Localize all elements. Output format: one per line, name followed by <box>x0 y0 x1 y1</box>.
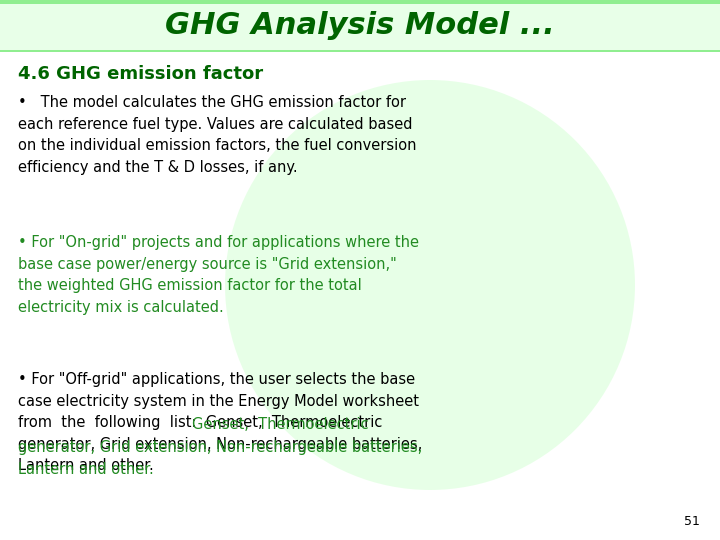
Text: generator, Grid extension, Non-rechargeable batteries,: generator, Grid extension, Non-rechargea… <box>18 440 422 455</box>
FancyBboxPatch shape <box>0 50 720 52</box>
Text: Genset,  Thermoelectric: Genset, Thermoelectric <box>192 417 369 432</box>
Text: Lantern and other.: Lantern and other. <box>18 462 154 477</box>
Text: 51: 51 <box>684 515 700 528</box>
Circle shape <box>225 80 635 490</box>
FancyBboxPatch shape <box>0 0 720 4</box>
Text: • For "On-grid" projects and for applications where the
base case power/energy s: • For "On-grid" projects and for applica… <box>18 235 419 315</box>
Text: GHG Analysis Model ...: GHG Analysis Model ... <box>165 11 555 40</box>
Text: 4.6 GHG emission factor: 4.6 GHG emission factor <box>18 65 263 83</box>
FancyBboxPatch shape <box>0 0 720 52</box>
Text: •   The model calculates the GHG emission factor for
each reference fuel type. V: • The model calculates the GHG emission … <box>18 95 416 175</box>
Text: • For "Off-grid" applications, the user selects the base
case electricity system: • For "Off-grid" applications, the user … <box>18 372 422 474</box>
